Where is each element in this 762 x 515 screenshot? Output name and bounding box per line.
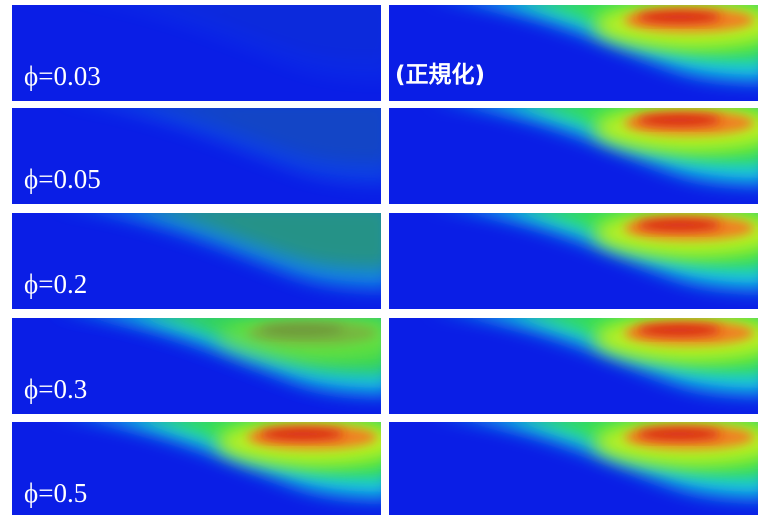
heatmap-panel xyxy=(12,314,407,414)
row-label: ϕ=0.5 xyxy=(24,478,87,508)
heatmap-panel xyxy=(12,108,381,204)
row-label: ϕ=0.03 xyxy=(24,61,101,91)
row-label: ϕ=0.3 xyxy=(24,374,87,404)
hot-core xyxy=(217,418,407,466)
hot-core xyxy=(217,314,407,362)
heatmap-panel xyxy=(389,422,758,515)
heatmap-panel xyxy=(12,418,407,515)
heatmap-panel xyxy=(12,5,381,101)
row-label: ϕ=0.05 xyxy=(24,164,101,194)
heatmap-panel xyxy=(389,5,758,101)
heatmap-panel xyxy=(389,213,758,309)
heatmap-panel xyxy=(389,108,758,204)
row-label: ϕ=0.2 xyxy=(24,269,87,299)
heatmap-panel xyxy=(389,318,758,414)
normalized-label: (正規化) xyxy=(395,61,485,88)
heatmap-panel xyxy=(12,213,381,309)
